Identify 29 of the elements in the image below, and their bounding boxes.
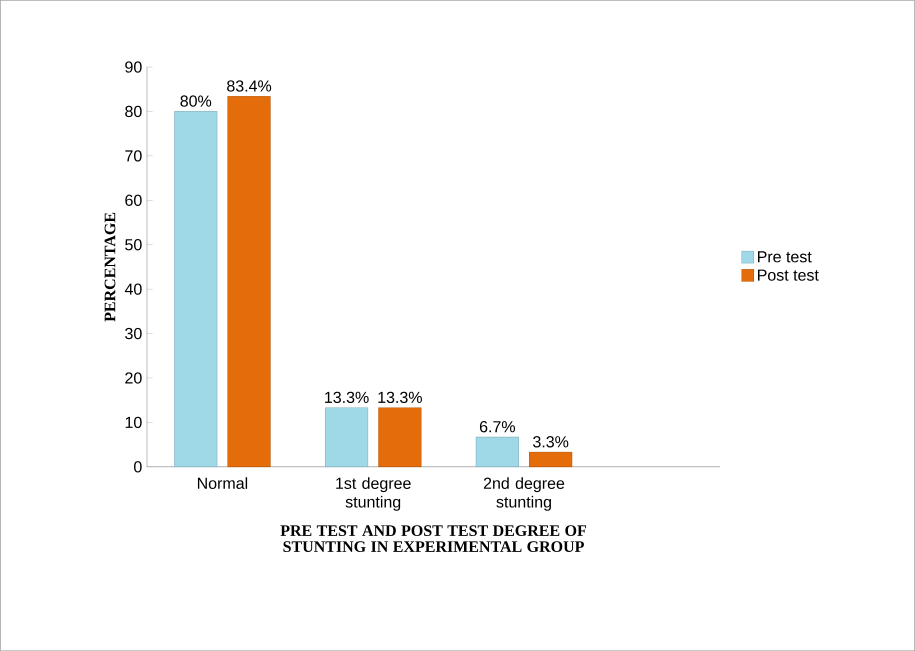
data-label: 83.4% [227,80,272,92]
y-tick-label: 50 [125,238,142,250]
y-tick-label: 10 [126,416,142,428]
legend-label: Pre test [758,251,812,262]
y-tick-label: 90 [125,61,142,73]
y-tick-label: 20 [125,372,142,384]
bar [476,436,519,468]
bar [529,452,572,468]
bar [174,111,218,468]
data-label: 80% [180,95,212,107]
x-tick-label: 2nd degree stunting [484,477,564,511]
x-axis-title: PRE TEST AND POST TEST DEGREE OF STUNTING IN EXPERIMENTAL GROUP [280,525,586,552]
y-tick-label: 0 [134,461,142,472]
y-tick-label: 70 [125,150,142,162]
data-label: 6.7% [480,420,515,432]
data-label: 13.3% [325,392,369,403]
bar [227,96,271,468]
bar [378,407,422,468]
x-tick-label: 1st degree stunting [336,477,411,511]
y-tick-label: 80 [125,106,142,118]
y-tick-label: 60 [125,194,142,206]
x-tick-label: Normal [198,477,248,489]
y-axis-title: PERCENTAGE [104,212,116,322]
y-tick-label: 40 [124,283,142,295]
data-label: 13.3% [378,392,422,403]
y-tick-label: 30 [125,328,142,340]
data-label: 3.3% [533,436,568,448]
bar [324,407,368,468]
legend-label: Post test [758,270,819,281]
